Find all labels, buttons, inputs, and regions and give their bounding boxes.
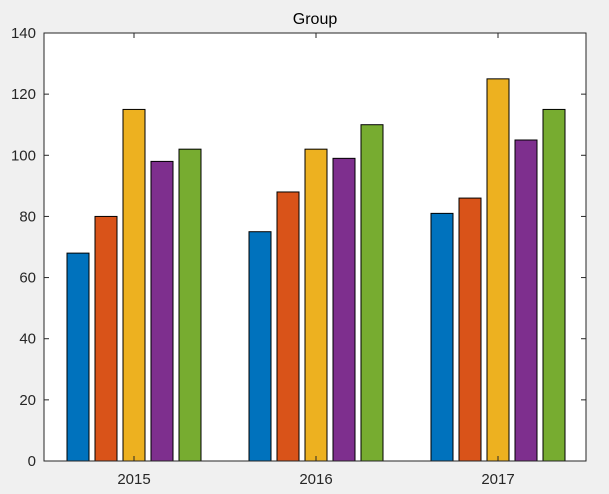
y-tick-label: 140: [11, 25, 36, 42]
y-axis: 0 20 40 60 80 100 120 140: [11, 25, 586, 470]
y-tick-label: 120: [11, 86, 36, 103]
y-tick-label: 80: [19, 208, 36, 225]
y-tick-label: 100: [11, 147, 36, 164]
y-tick-label: 40: [19, 331, 36, 348]
bars-layer: [66, 78, 566, 462]
bar-2015-series-3: [122, 108, 146, 462]
y-tick-label: 0: [28, 453, 36, 470]
x-axis: 2015 2016 2017: [117, 33, 515, 488]
bar-2017-series-2: [458, 197, 482, 462]
bar-2017-series-4: [514, 139, 538, 462]
bar-2016-series-1: [248, 231, 272, 462]
bar-2015-series-1: [66, 252, 90, 462]
x-tick-label-2017: 2017: [481, 471, 514, 488]
bar-2016-series-5: [360, 124, 384, 462]
bar-2017-series-1: [430, 212, 454, 462]
y-tick-label: 20: [19, 392, 36, 409]
bar-2015-series-5: [178, 148, 202, 462]
x-tick-label-2016: 2016: [299, 471, 332, 488]
x-tick-label-2015: 2015: [117, 471, 150, 488]
chart-title: Group: [293, 11, 338, 28]
y-tick-label: 60: [19, 270, 36, 287]
bar-2017-series-5: [542, 108, 566, 462]
bar-2016-series-2: [276, 191, 300, 462]
bar-2016-series-3: [304, 148, 328, 462]
bar-2017-series-3: [486, 78, 510, 462]
bar-2015-series-4: [150, 160, 174, 462]
bar-2016-series-4: [332, 157, 356, 462]
axes-box: [43, 32, 587, 462]
bar-2015-series-2: [94, 215, 118, 462]
